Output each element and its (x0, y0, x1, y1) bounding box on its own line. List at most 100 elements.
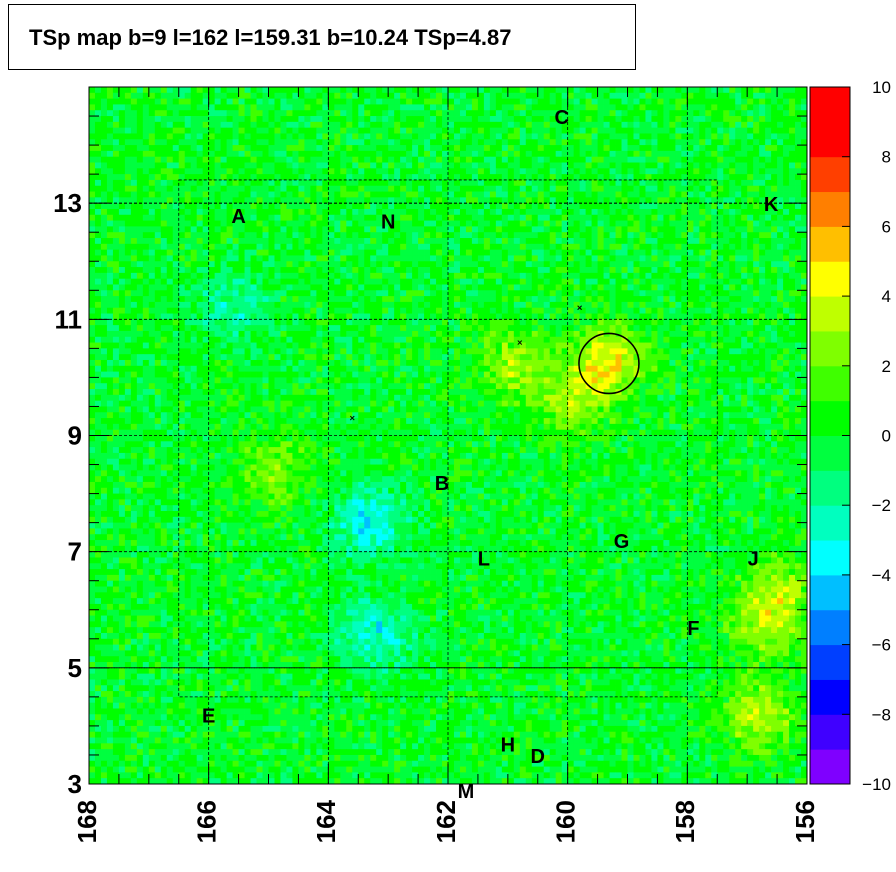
heatmap-cell (513, 238, 521, 245)
heatmap-cell (100, 121, 108, 129)
heatmap-cell (328, 243, 335, 251)
heatmap-cell (639, 185, 646, 192)
heatmap-cell (256, 214, 263, 221)
heatmap-cell (208, 208, 216, 216)
heatmap-cell (471, 133, 479, 140)
heatmap-cell (789, 238, 796, 245)
heatmap-cell (729, 301, 736, 309)
heatmap-cell (400, 238, 407, 245)
heatmap-cell (549, 87, 557, 94)
heatmap-cell (507, 267, 515, 274)
heatmap-cell (442, 110, 449, 117)
heatmap-cell (304, 301, 311, 309)
heatmap-cell (382, 284, 389, 291)
heatmap-cell (687, 249, 694, 256)
heatmap-cell (537, 319, 545, 326)
heatmap-cell (735, 319, 742, 326)
heatmap-cell (513, 249, 521, 256)
heatmap-cell (723, 290, 730, 297)
heatmap-cell (621, 255, 628, 262)
heatmap-cell (262, 214, 269, 221)
heatmap-cell (310, 261, 317, 268)
heatmap-cell (555, 87, 563, 94)
heatmap-cell (418, 203, 425, 210)
heatmap-cell (166, 92, 174, 100)
heatmap-cell (699, 191, 706, 198)
heatmap-cell (651, 267, 658, 274)
heatmap-cell (430, 150, 437, 158)
heatmap-cell (208, 243, 216, 251)
heatmap-cell (513, 325, 521, 332)
heatmap-cell (382, 185, 389, 192)
heatmap-cell (579, 313, 587, 320)
heatmap-cell (735, 226, 742, 233)
heatmap-cell (298, 139, 305, 146)
heatmap-cell (501, 197, 509, 204)
heatmap-cell (250, 197, 257, 204)
heatmap-cell (603, 150, 610, 158)
heatmap-cell (154, 296, 162, 303)
heatmap-cell (340, 156, 347, 163)
heatmap-cell (591, 307, 598, 314)
heatmap-cell (705, 255, 712, 262)
heatmap-cell (483, 197, 491, 204)
heatmap-cell (597, 313, 604, 320)
heatmap-cell (328, 290, 335, 297)
heatmap-cell (501, 174, 509, 181)
heatmap-cell (430, 319, 437, 326)
heatmap-cell (382, 243, 389, 251)
heatmap-cell (603, 249, 610, 256)
heatmap-cell (453, 104, 461, 111)
heatmap-cell (178, 156, 186, 163)
heatmap-cell (89, 208, 96, 216)
heatmap-cell (382, 133, 389, 140)
heatmap-cell (759, 156, 766, 163)
heatmap-cell (118, 156, 126, 163)
heatmap-cell (693, 179, 700, 187)
heatmap-cell (669, 168, 676, 175)
heatmap-cell (507, 278, 515, 285)
heatmap-cell (202, 116, 210, 123)
heatmap-cell (310, 208, 317, 216)
heatmap-cell (591, 284, 598, 291)
heatmap-cell (238, 174, 245, 181)
heatmap-cell (453, 214, 461, 221)
heatmap-cell (789, 104, 796, 111)
heatmap-cell (340, 162, 347, 169)
heatmap-cell (112, 185, 120, 192)
heatmap-cell (489, 214, 497, 221)
heatmap-cell (334, 203, 341, 210)
heatmap-cell (394, 98, 401, 105)
heatmap-cell (166, 313, 174, 320)
heatmap-cell (645, 139, 652, 146)
heatmap-cell (669, 150, 676, 158)
heatmap-cell (603, 313, 610, 320)
heatmap-cell (418, 191, 425, 198)
heatmap-cell (681, 261, 688, 268)
heatmap-cell (603, 284, 610, 291)
heatmap-cell (531, 133, 539, 140)
heatmap-cell (292, 133, 299, 140)
heatmap-cell (771, 255, 778, 262)
heatmap-cell (352, 185, 359, 192)
heatmap-cell (238, 325, 245, 332)
heatmap-cell (741, 220, 748, 227)
heatmap-cell (430, 261, 437, 268)
heatmap-cell (603, 261, 610, 268)
heatmap-cell (370, 232, 377, 239)
heatmap-cell (388, 249, 395, 256)
heatmap-cell (106, 168, 114, 175)
heatmap-cell (783, 232, 790, 239)
heatmap-cell (89, 168, 96, 175)
heatmap-cell (579, 284, 587, 291)
heatmap-cell (657, 272, 664, 280)
heatmap-cell (328, 121, 335, 129)
heatmap-cell (268, 127, 275, 134)
heatmap-cell (795, 127, 802, 134)
heatmap-cell (328, 267, 335, 274)
heatmap-cell (184, 290, 192, 297)
heatmap-cell (274, 243, 281, 251)
heatmap-cell (777, 272, 784, 280)
heatmap-cell (310, 267, 317, 274)
heatmap-cell (160, 87, 168, 94)
